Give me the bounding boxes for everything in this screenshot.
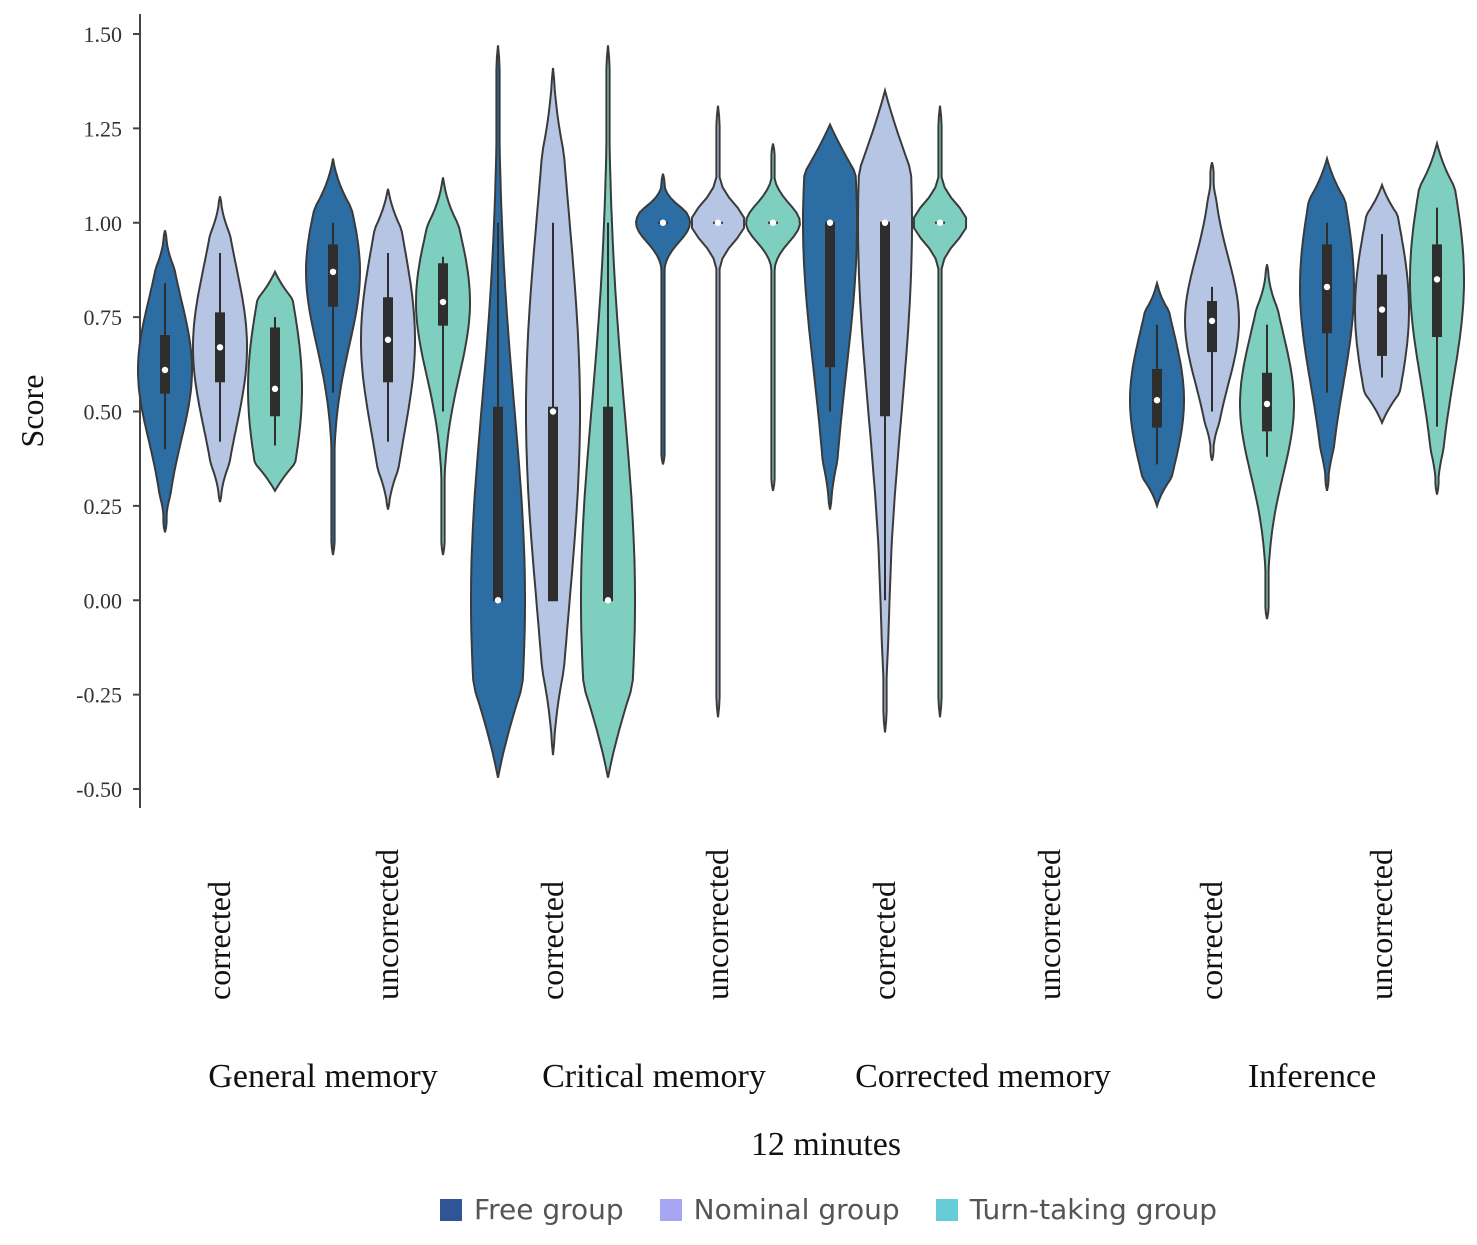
violin-median <box>216 344 224 351</box>
y-tick-label: -0.50 <box>76 777 122 802</box>
violin-critical-memory-uncorrected-free-group <box>634 173 692 465</box>
violin-median <box>881 219 889 226</box>
x-tick-label: uncorrected <box>369 849 405 1000</box>
legend-item: Turn-taking group <box>935 1193 1218 1226</box>
violin-median <box>329 268 337 276</box>
violin-iqr-box <box>328 244 338 307</box>
y-tick-label: 0.75 <box>84 305 123 330</box>
x-axis-title: 12 minutes <box>751 1126 901 1163</box>
violin-iqr-box <box>825 221 835 368</box>
violin-median <box>384 336 392 343</box>
legend: Free group Nominal group Turn-taking group <box>440 1193 1217 1226</box>
violin-corrected-memory-corrected-turn-taking-group <box>912 105 968 718</box>
violin-iqr-box <box>603 406 613 602</box>
violin-median <box>494 597 502 604</box>
group-label: General memory <box>208 1058 437 1095</box>
violins <box>137 45 1465 778</box>
violin-median <box>936 219 944 226</box>
legend-label: Turn-taking group <box>969 1193 1218 1226</box>
violin-median <box>1378 306 1386 313</box>
group-label: Critical memory <box>542 1058 766 1095</box>
violin-iqr-box <box>160 335 170 394</box>
violin-iqr-box <box>1207 301 1217 353</box>
legend-swatch <box>935 1198 958 1221</box>
violin-iqr-box <box>880 221 890 417</box>
violin-median <box>1208 317 1216 325</box>
x-tick-label: corrected <box>866 881 902 1000</box>
legend-label: Nominal group <box>693 1193 900 1226</box>
violin-median <box>1323 283 1331 291</box>
violin-median <box>1263 400 1271 408</box>
violin-median <box>439 298 447 306</box>
y-tick-label: 1.00 <box>84 211 123 236</box>
violin-median <box>769 219 777 226</box>
axes: 1.50 1.25 1.00 0.75 0.50 0.25 0.00 -0.25 -0.50 Sc… <box>14 14 141 808</box>
violin-median <box>549 408 557 415</box>
group-label: Inference <box>1248 1058 1376 1095</box>
y-tick-label: 1.25 <box>84 116 123 141</box>
violin-iqr-box <box>1377 274 1387 356</box>
legend-swatch <box>659 1198 682 1221</box>
x-tick-label: uncorrected <box>1031 849 1067 1000</box>
legend-swatch <box>440 1198 462 1221</box>
violin-median <box>714 219 722 226</box>
y-tick-label: 1.50 <box>84 22 123 47</box>
violin-median <box>1153 396 1161 404</box>
violin-median <box>271 385 279 393</box>
y-tick-label: -0.25 <box>76 683 122 708</box>
legend-item: Nominal group <box>659 1193 900 1226</box>
violin-median <box>1433 276 1441 283</box>
x-tick-label: uncorrected <box>1363 849 1399 1000</box>
legend-label: Free group <box>474 1193 624 1226</box>
y-tick-label: 0.50 <box>84 400 123 425</box>
violin-critical-memory-uncorrected-turn-taking-group <box>745 143 801 491</box>
violin-median <box>659 219 667 226</box>
violin-iqr-box <box>438 263 448 326</box>
legend-item: Free group <box>440 1193 624 1226</box>
x-labels: corrected uncorrected corrected uncorrected… <box>201 849 1399 1163</box>
x-tick-label: uncorrected <box>699 849 735 1000</box>
violin-iqr-box <box>493 406 503 602</box>
y-tick-label: 0.25 <box>84 494 123 519</box>
violin-median <box>161 366 169 374</box>
x-tick-label: corrected <box>201 881 237 1000</box>
violin-median <box>826 219 834 226</box>
y-tick-label: 0.00 <box>84 588 123 613</box>
violin-critical-memory-uncorrected-nominal-group <box>690 105 746 718</box>
violin-iqr-box <box>1432 244 1442 337</box>
y-axis-title: Score <box>14 375 50 448</box>
violin-iqr-box <box>270 327 280 417</box>
x-tick-label: corrected <box>1193 881 1229 1000</box>
violin-median <box>604 597 612 604</box>
group-label: Corrected memory <box>855 1058 1111 1095</box>
violin-iqr-box <box>548 406 558 602</box>
x-tick-label: corrected <box>534 881 570 1000</box>
